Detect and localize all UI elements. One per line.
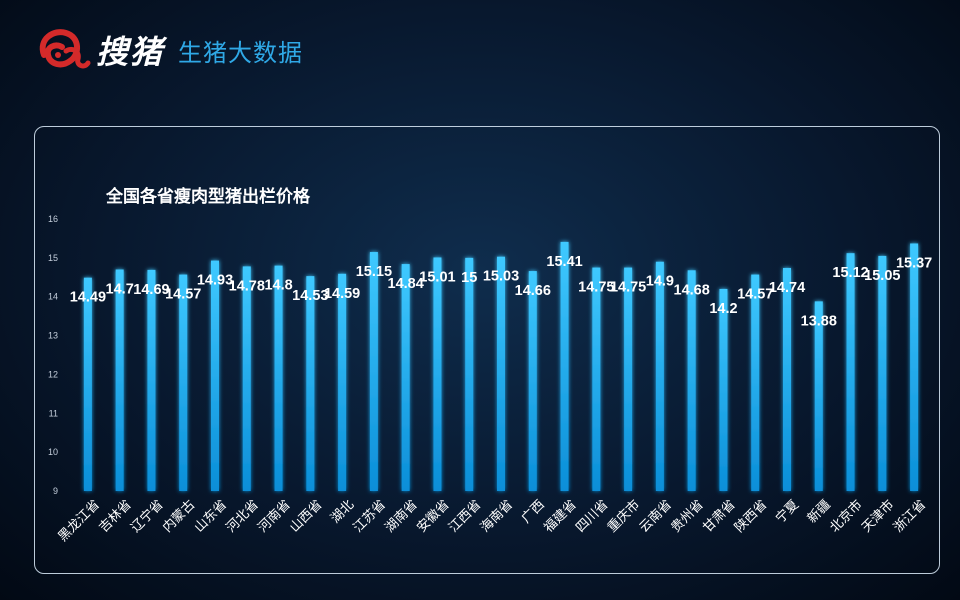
data-label: 14.57 <box>737 287 773 303</box>
x-tick-label: 吉林省 <box>97 497 135 535</box>
x-tick-label: 江西省 <box>446 497 484 535</box>
x-tick-label: 贵州省 <box>669 497 707 535</box>
data-label: 14.59 <box>324 286 360 302</box>
bar <box>306 276 315 491</box>
data-label: 14.75 <box>578 280 614 296</box>
header: 搜猪 生猪大数据 <box>36 22 303 78</box>
pig-logo-icon <box>39 29 91 69</box>
data-label: 14.53 <box>292 288 328 304</box>
x-tick-label: 重庆市 <box>604 497 643 536</box>
x-tick-label: 河北省 <box>224 497 262 535</box>
y-axis: 9 10 11 12 13 14 15 16 <box>48 214 58 496</box>
y-tick-label: 16 <box>48 214 58 224</box>
data-label: 14.93 <box>197 273 233 289</box>
bar <box>687 270 696 491</box>
bar <box>497 256 505 491</box>
x-tick-label: 云南省 <box>636 497 675 536</box>
bar <box>751 274 760 491</box>
bars <box>83 241 919 491</box>
y-tick-label: 15 <box>48 253 58 263</box>
bar <box>369 252 378 491</box>
bar <box>211 260 219 491</box>
bar <box>338 273 347 491</box>
x-tick-label: 湖南省 <box>382 497 421 536</box>
x-tick-label: 内蒙古 <box>159 497 198 536</box>
bar <box>814 301 823 491</box>
data-label: 14.74 <box>769 280 805 296</box>
data-label: 14.78 <box>229 278 265 294</box>
x-tick-label: 山东省 <box>192 497 230 535</box>
data-label: 15.37 <box>896 255 932 271</box>
x-tick-label: 山西省 <box>287 497 325 535</box>
data-label: 14.69 <box>133 282 169 298</box>
y-tick-label: 14 <box>48 292 58 302</box>
bar <box>242 266 251 491</box>
bar <box>719 288 728 491</box>
bar <box>274 265 283 491</box>
data-label: 14.8 <box>264 278 292 294</box>
x-tick-label: 安徽省 <box>414 497 452 535</box>
data-label: 15.05 <box>864 268 900 284</box>
x-tick-label: 天津市 <box>858 497 897 536</box>
bar <box>83 277 92 491</box>
x-tick-label: 河南省 <box>255 497 294 536</box>
bar <box>465 257 474 491</box>
bar <box>910 243 919 491</box>
data-label: 14.68 <box>674 282 710 298</box>
x-tick-label: 福建省 <box>541 497 579 535</box>
data-label: 15.01 <box>419 269 455 285</box>
bar <box>878 255 887 491</box>
data-label: 14.2 <box>709 301 737 317</box>
bar <box>433 257 442 491</box>
data-label: 15 <box>461 270 477 286</box>
x-tick-label: 海南省 <box>477 497 516 536</box>
bar <box>401 264 410 491</box>
data-label: 14.66 <box>515 283 551 299</box>
bar <box>846 253 855 491</box>
bar <box>179 274 188 491</box>
data-label: 15.41 <box>546 254 582 270</box>
brand-subtitle: 生猪大数据 <box>178 38 304 67</box>
chart-title: 全国各省瘦肉型猪出栏价格 <box>105 186 311 207</box>
bar <box>528 271 537 491</box>
x-tick-label: 黑龙江省 <box>56 497 103 544</box>
x-tick-label: 陕西省 <box>732 497 770 535</box>
data-label: 14.49 <box>70 290 106 306</box>
data-label: 14.75 <box>610 280 646 296</box>
bar <box>624 267 633 491</box>
data-label: 14.7 <box>106 282 134 298</box>
data-label: 14.84 <box>388 276 424 292</box>
y-tick-label: 13 <box>48 331 58 341</box>
chart-panel <box>34 126 940 574</box>
data-label: 13.88 <box>801 313 837 329</box>
x-tick-label: 江苏省 <box>350 497 389 536</box>
y-tick-label: 10 <box>48 447 58 457</box>
x-tick-label: 宁夏 <box>772 497 802 527</box>
y-tick-label: 9 <box>53 486 58 496</box>
y-tick-label: 12 <box>48 369 58 379</box>
bar <box>783 267 791 491</box>
x-tick-label: 北京市 <box>827 497 866 536</box>
data-label: 14.9 <box>646 274 674 290</box>
x-tick-label: 四川省 <box>573 497 611 535</box>
data-label: 15.15 <box>356 264 392 280</box>
y-tick-label: 11 <box>49 408 58 418</box>
data-label: 15.03 <box>483 269 519 285</box>
bar <box>147 269 156 491</box>
bar <box>115 269 124 491</box>
x-tick-label: 甘肃省 <box>700 497 738 535</box>
brand-name: 搜猪 <box>96 33 165 71</box>
data-label: 15.12 <box>832 265 868 281</box>
bar <box>560 241 569 491</box>
x-tick-label: 浙江省 <box>891 497 929 535</box>
x-tick-label: 辽宁省 <box>128 497 167 536</box>
bar <box>655 261 664 491</box>
bar <box>592 267 601 491</box>
data-label: 14.57 <box>165 287 201 303</box>
